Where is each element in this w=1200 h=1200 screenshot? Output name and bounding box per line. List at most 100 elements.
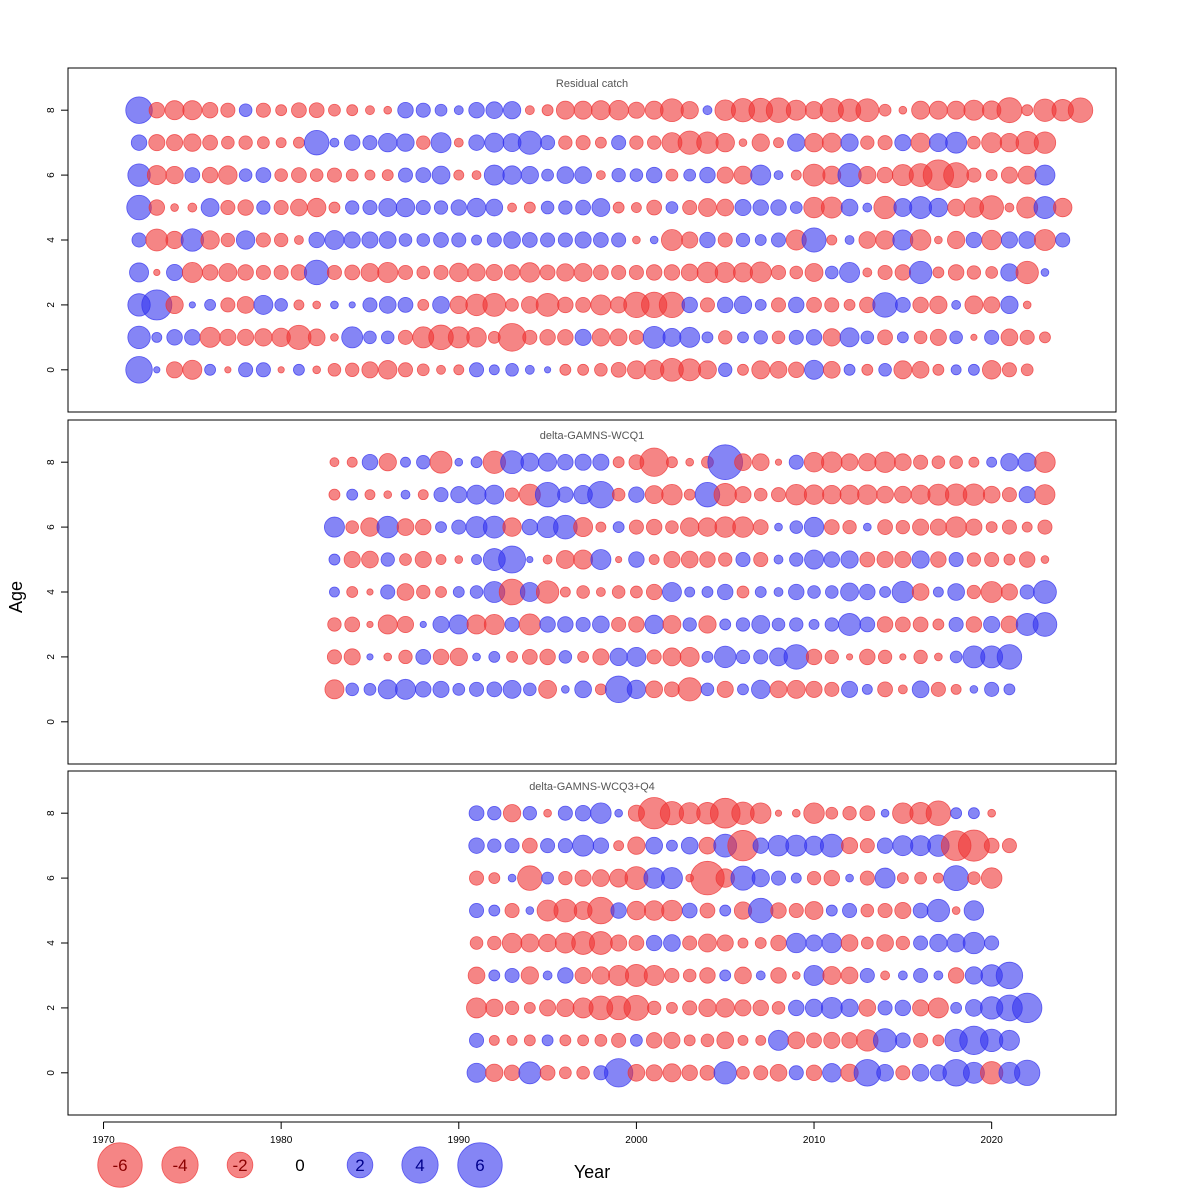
y-tick-label: 0 — [46, 719, 57, 725]
bubble — [911, 100, 930, 120]
bubble — [646, 199, 663, 216]
legend-entry: 6 — [457, 1142, 503, 1188]
bubble — [859, 967, 875, 983]
bubble — [966, 167, 982, 183]
bubble — [895, 1032, 911, 1049]
bubble — [913, 649, 928, 665]
bubble — [521, 837, 538, 854]
bubble — [435, 554, 447, 565]
bubble — [788, 329, 804, 345]
bubble — [396, 133, 415, 152]
bubble — [395, 678, 416, 700]
bubble — [932, 266, 945, 279]
bubble — [503, 231, 521, 249]
bubble — [329, 137, 340, 148]
bubble — [615, 555, 623, 564]
bubble — [236, 296, 255, 314]
bubble — [1003, 553, 1016, 566]
bubble — [488, 872, 501, 884]
y-tick-label: 2 — [46, 1005, 57, 1011]
bubble — [345, 168, 359, 182]
x-tick-label: 1990 — [448, 1135, 471, 1146]
bubble — [559, 1066, 572, 1080]
bubble — [859, 648, 876, 666]
bubble — [416, 455, 431, 470]
bubble — [859, 805, 876, 822]
bubble — [381, 169, 394, 181]
bubble — [826, 234, 838, 246]
bubble — [928, 100, 948, 120]
bubble — [842, 806, 857, 821]
bubble — [503, 264, 521, 281]
bubble — [540, 232, 556, 248]
bubble — [166, 361, 184, 379]
bubble — [979, 195, 1004, 220]
bubble — [981, 229, 1002, 251]
bubble — [754, 299, 767, 311]
bubble — [786, 932, 807, 954]
bubble — [518, 1061, 542, 1085]
bubble — [911, 550, 930, 569]
bubble — [773, 137, 784, 149]
bubble — [539, 1064, 556, 1081]
bubble — [785, 834, 808, 857]
bubble — [862, 267, 873, 278]
bubble — [754, 234, 767, 246]
bubble — [628, 616, 645, 633]
bubble — [343, 648, 361, 666]
bubble — [788, 1065, 804, 1081]
bubble — [1034, 484, 1056, 506]
bubble — [127, 325, 151, 349]
bubble — [556, 263, 575, 282]
bubble — [487, 838, 502, 853]
bubble — [892, 835, 914, 857]
bubble — [926, 898, 950, 923]
bubble — [701, 331, 714, 344]
bubble — [526, 555, 534, 564]
y-tick-label: 6 — [46, 172, 57, 178]
bubble — [877, 329, 893, 346]
bubble — [238, 103, 253, 117]
bubble — [324, 679, 345, 700]
bubble — [737, 331, 749, 344]
bubble — [1000, 166, 1018, 184]
bubble — [698, 836, 717, 855]
bubble — [700, 682, 715, 697]
bubble — [787, 1031, 806, 1050]
bubble — [592, 837, 610, 854]
bubble — [433, 264, 449, 280]
bubble — [699, 297, 715, 313]
bubble — [645, 1032, 663, 1049]
bubble — [933, 970, 944, 981]
bubble — [557, 329, 574, 346]
bubble — [329, 586, 340, 598]
bubble — [307, 197, 327, 218]
x-axis: 1970 1980 1990 2000 2010 2020 — [92, 1121, 1003, 1146]
bubble — [839, 327, 860, 348]
bubble — [929, 295, 948, 315]
bubble — [504, 903, 520, 919]
bubble — [684, 586, 696, 598]
bubble — [963, 900, 985, 921]
bubble — [718, 330, 733, 345]
bubble — [717, 296, 734, 314]
legend-label: 4 — [415, 1156, 424, 1175]
bubble — [323, 516, 345, 538]
bubble — [943, 162, 970, 188]
bubble — [753, 330, 768, 345]
bubble — [433, 232, 449, 248]
bubble — [771, 232, 787, 248]
bubble — [166, 134, 184, 152]
bubble — [837, 163, 862, 188]
bubble — [682, 617, 697, 632]
bubble — [612, 521, 625, 533]
bubble — [950, 683, 962, 695]
bubble — [805, 1064, 823, 1081]
bubble — [415, 167, 432, 183]
bubble — [805, 680, 823, 698]
bubble — [877, 519, 893, 535]
bubble — [575, 199, 591, 216]
bubble — [436, 364, 446, 375]
bubble — [363, 683, 377, 696]
bubble — [1032, 612, 1058, 637]
